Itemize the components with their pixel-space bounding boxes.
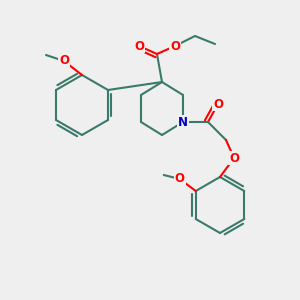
Text: O: O [229, 152, 239, 164]
Text: O: O [170, 40, 180, 52]
Text: O: O [59, 55, 69, 68]
Text: O: O [134, 40, 144, 52]
Text: O: O [213, 98, 223, 110]
Text: O: O [175, 172, 185, 185]
Text: N: N [178, 116, 188, 128]
